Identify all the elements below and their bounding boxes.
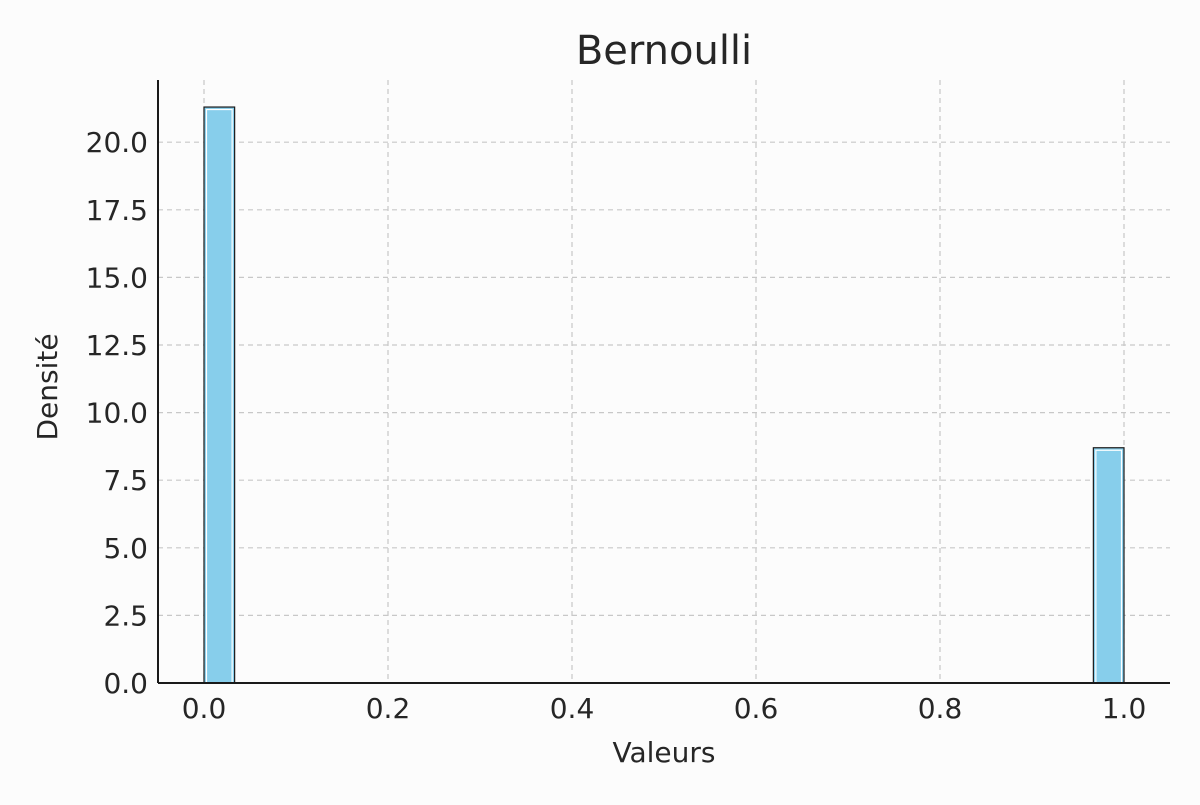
y-tick-label: 2.5 xyxy=(103,599,148,632)
y-tick-label: 17.5 xyxy=(86,194,148,227)
x-tick-label: 0.2 xyxy=(366,692,411,725)
x-tick-label: 0.4 xyxy=(550,692,595,725)
axes xyxy=(157,80,1170,684)
x-tick-label: 0.6 xyxy=(734,692,779,725)
bars xyxy=(203,106,1125,684)
y-tick-label: 20.0 xyxy=(86,126,148,159)
x-tick-label: 0.8 xyxy=(918,692,963,725)
ticks: 0.0 0.2 0.4 0.6 0.8 1.0 0.0 2.5 5.0 7.5 10.0 12.5 15… xyxy=(86,126,1147,725)
histogram-bar xyxy=(1092,447,1125,684)
y-tick-label: 12.5 xyxy=(86,329,148,362)
y-tick-label: 15.0 xyxy=(86,261,148,294)
y-tick-label: 7.5 xyxy=(103,464,148,497)
y-tick-label: 5.0 xyxy=(103,532,148,565)
chart-title: Bernoulli xyxy=(576,28,752,74)
y-axis-label: Densité xyxy=(31,333,64,440)
x-tick-label: 1.0 xyxy=(1102,692,1147,725)
y-tick-label: 0.0 xyxy=(103,667,148,700)
x-tick-label: 0.0 xyxy=(182,692,227,725)
histogram-bar xyxy=(203,106,236,684)
grid xyxy=(158,80,1170,684)
x-axis-label: Valeurs xyxy=(613,736,716,769)
y-tick-label: 10.0 xyxy=(86,397,148,430)
